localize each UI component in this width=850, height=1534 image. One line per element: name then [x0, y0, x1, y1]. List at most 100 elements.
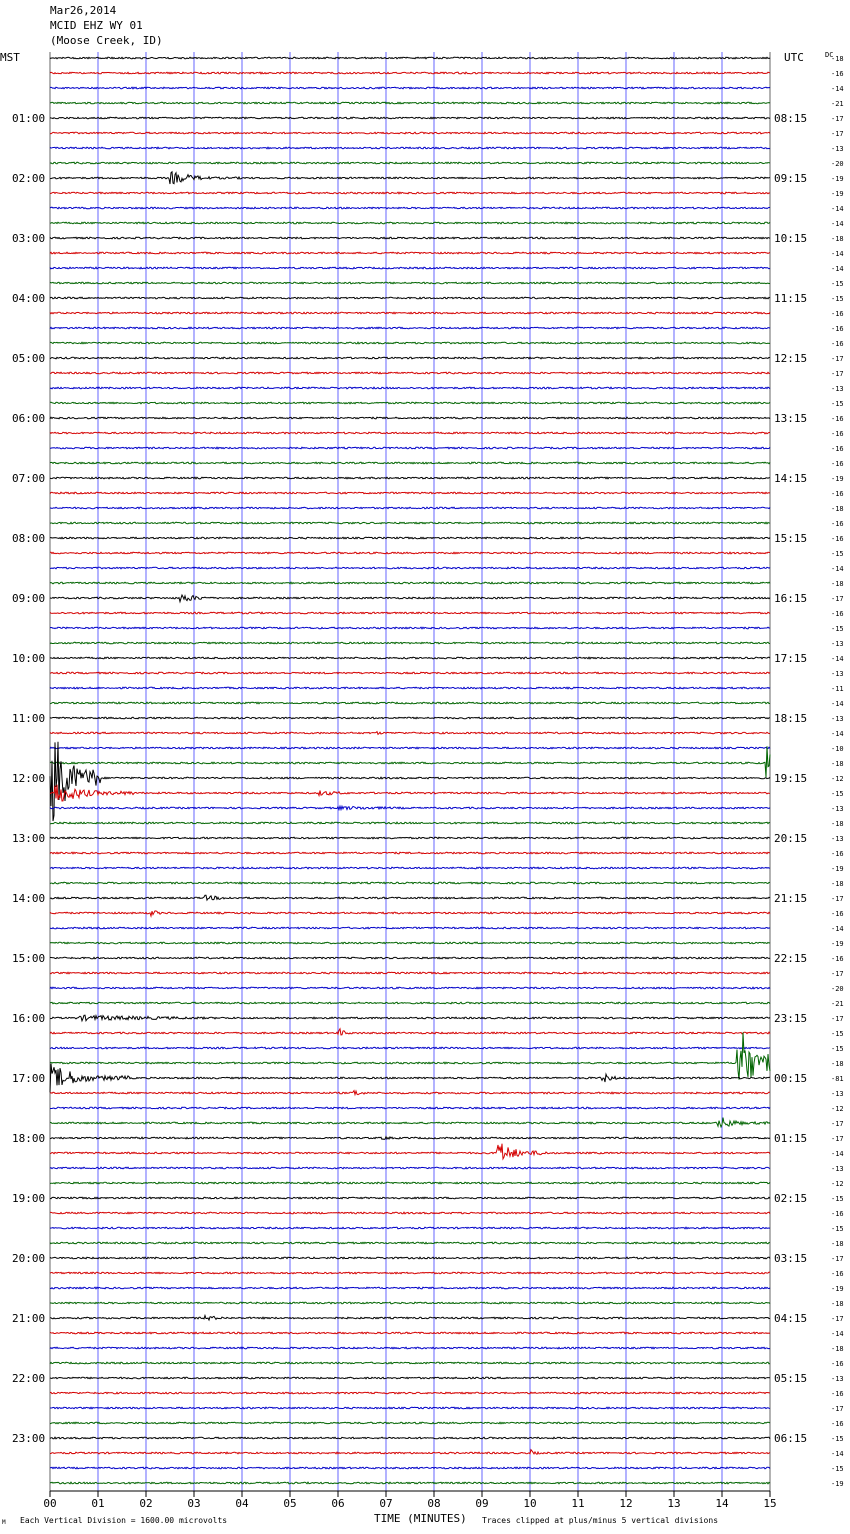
x-tick-label: 01	[91, 1497, 104, 1510]
dc-offset-label: -10	[831, 745, 844, 753]
dc-offset-label: -14	[831, 220, 844, 228]
right-hour-label: 01:15	[774, 1132, 807, 1145]
dc-offset-label: -15	[831, 625, 844, 633]
trace-line	[49, 1301, 771, 1305]
x-tick-label: 03	[187, 1497, 200, 1510]
dc-offset-label: -13	[831, 835, 844, 843]
trace-line	[49, 236, 771, 240]
right-hour-label: 04:15	[774, 1312, 807, 1325]
trace-line	[49, 836, 771, 840]
trace-line	[49, 1117, 771, 1129]
dc-offset-label: -19	[831, 940, 844, 948]
dc-offset-label: -20	[831, 160, 844, 168]
dc-offset-label: -17	[831, 595, 844, 603]
dc-offset-label: -15	[831, 790, 844, 798]
trace-line	[49, 431, 770, 435]
dc-offset-label: -12	[831, 1180, 844, 1188]
x-tick-label: 07	[379, 1497, 392, 1510]
dc-offset-label: -15	[831, 400, 844, 408]
dc-offset-label: -19	[831, 175, 844, 183]
dc-offset-label: -14	[831, 1150, 844, 1158]
right-hour-label: 05:15	[774, 1372, 807, 1385]
dc-offset-label: -15	[831, 280, 844, 288]
dc-offset-label: -16	[831, 1360, 844, 1368]
trace-line	[49, 326, 771, 330]
dc-offset-label: -16	[831, 445, 844, 453]
dc-offset-label: -16	[831, 1210, 844, 1218]
dc-offset-label: -15	[831, 1465, 844, 1473]
dc-offset-label: -17	[831, 1015, 844, 1023]
x-tick-label: 15	[763, 1497, 776, 1510]
dc-offset-label: -17	[831, 115, 844, 123]
dc-offset-label: -12	[831, 1105, 844, 1113]
trace-line	[49, 191, 771, 195]
trace-line	[49, 881, 771, 885]
dc-offset-label: -13	[831, 1165, 844, 1173]
trace-line	[49, 1286, 771, 1290]
trace-line	[49, 56, 771, 60]
dc-offset-label: -13	[831, 1090, 844, 1098]
trace-line	[49, 1436, 771, 1440]
dc-offset-label: -14	[831, 700, 844, 708]
dc-offset-label: -15	[831, 1030, 844, 1038]
right-hour-label: 03:15	[774, 1252, 807, 1265]
dc-offset-label: -17	[831, 970, 844, 978]
left-hour-label: 12:00	[12, 772, 45, 785]
corner-mark: M	[2, 1519, 6, 1526]
trace-line	[49, 86, 771, 90]
dc-offset-label: -18	[831, 580, 844, 588]
trace-line	[49, 371, 771, 375]
trace-line	[49, 671, 771, 675]
x-tick-label: 05	[283, 1497, 296, 1510]
dc-offset-label: -16	[831, 415, 844, 423]
right-hour-label: 23:15	[774, 1012, 807, 1025]
right-hour-label: 14:15	[774, 472, 807, 485]
left-hour-label: 17:00	[12, 1072, 45, 1085]
trace-line	[49, 1063, 771, 1093]
left-hour-label: 06:00	[12, 412, 45, 425]
left-timezone-label: MST	[0, 51, 20, 64]
x-tick-label: 00	[43, 1497, 56, 1510]
trace-line	[49, 401, 771, 405]
dc-offset-label: -17	[831, 1315, 844, 1323]
dc-offset-label: -14	[831, 205, 844, 213]
right-hour-label: 06:15	[774, 1432, 807, 1445]
dc-offset-label: -14	[831, 925, 844, 933]
dc-offset-label: -16	[831, 1420, 844, 1428]
trace-line	[49, 461, 771, 465]
trace-line	[49, 221, 771, 225]
header-station: MCID EHZ WY 01	[50, 19, 143, 32]
trace-line	[49, 986, 771, 990]
trace-line	[49, 611, 771, 615]
dc-offset-label: -13	[831, 640, 844, 648]
trace-line	[49, 701, 771, 705]
dc-offset-label: -13	[831, 715, 844, 723]
left-hour-label: 19:00	[12, 1192, 45, 1205]
trace-line	[50, 551, 771, 555]
trace-line	[49, 1211, 771, 1215]
dc-label: DC	[825, 51, 833, 59]
right-timezone-label: UTC	[784, 51, 804, 64]
trace-line	[49, 1166, 771, 1170]
dc-offset-label: -16	[831, 430, 844, 438]
right-hour-label: 16:15	[774, 592, 807, 605]
dc-offset-label: -16	[831, 1270, 844, 1278]
left-hour-label: 08:00	[12, 532, 45, 545]
trace-line	[49, 1181, 771, 1185]
trace-line	[49, 251, 771, 255]
x-tick-label: 14	[715, 1497, 729, 1510]
dc-offset-label: -18	[831, 1345, 844, 1353]
left-hour-label: 16:00	[12, 1012, 45, 1025]
dc-offset-label: -13	[831, 1375, 844, 1383]
trace-line	[49, 804, 771, 812]
trace-line	[49, 1106, 771, 1110]
left-hour-label: 23:00	[12, 1432, 45, 1445]
scale-note: Each Vertical Division = 1600.00 microvo…	[20, 1516, 227, 1525]
trace-line	[49, 926, 771, 930]
trace-line	[49, 1481, 771, 1485]
header-location: (Moose Creek, ID)	[50, 34, 163, 47]
trace-line	[49, 536, 771, 540]
dc-offset-label: -18	[831, 1240, 844, 1248]
trace-line	[49, 116, 771, 120]
